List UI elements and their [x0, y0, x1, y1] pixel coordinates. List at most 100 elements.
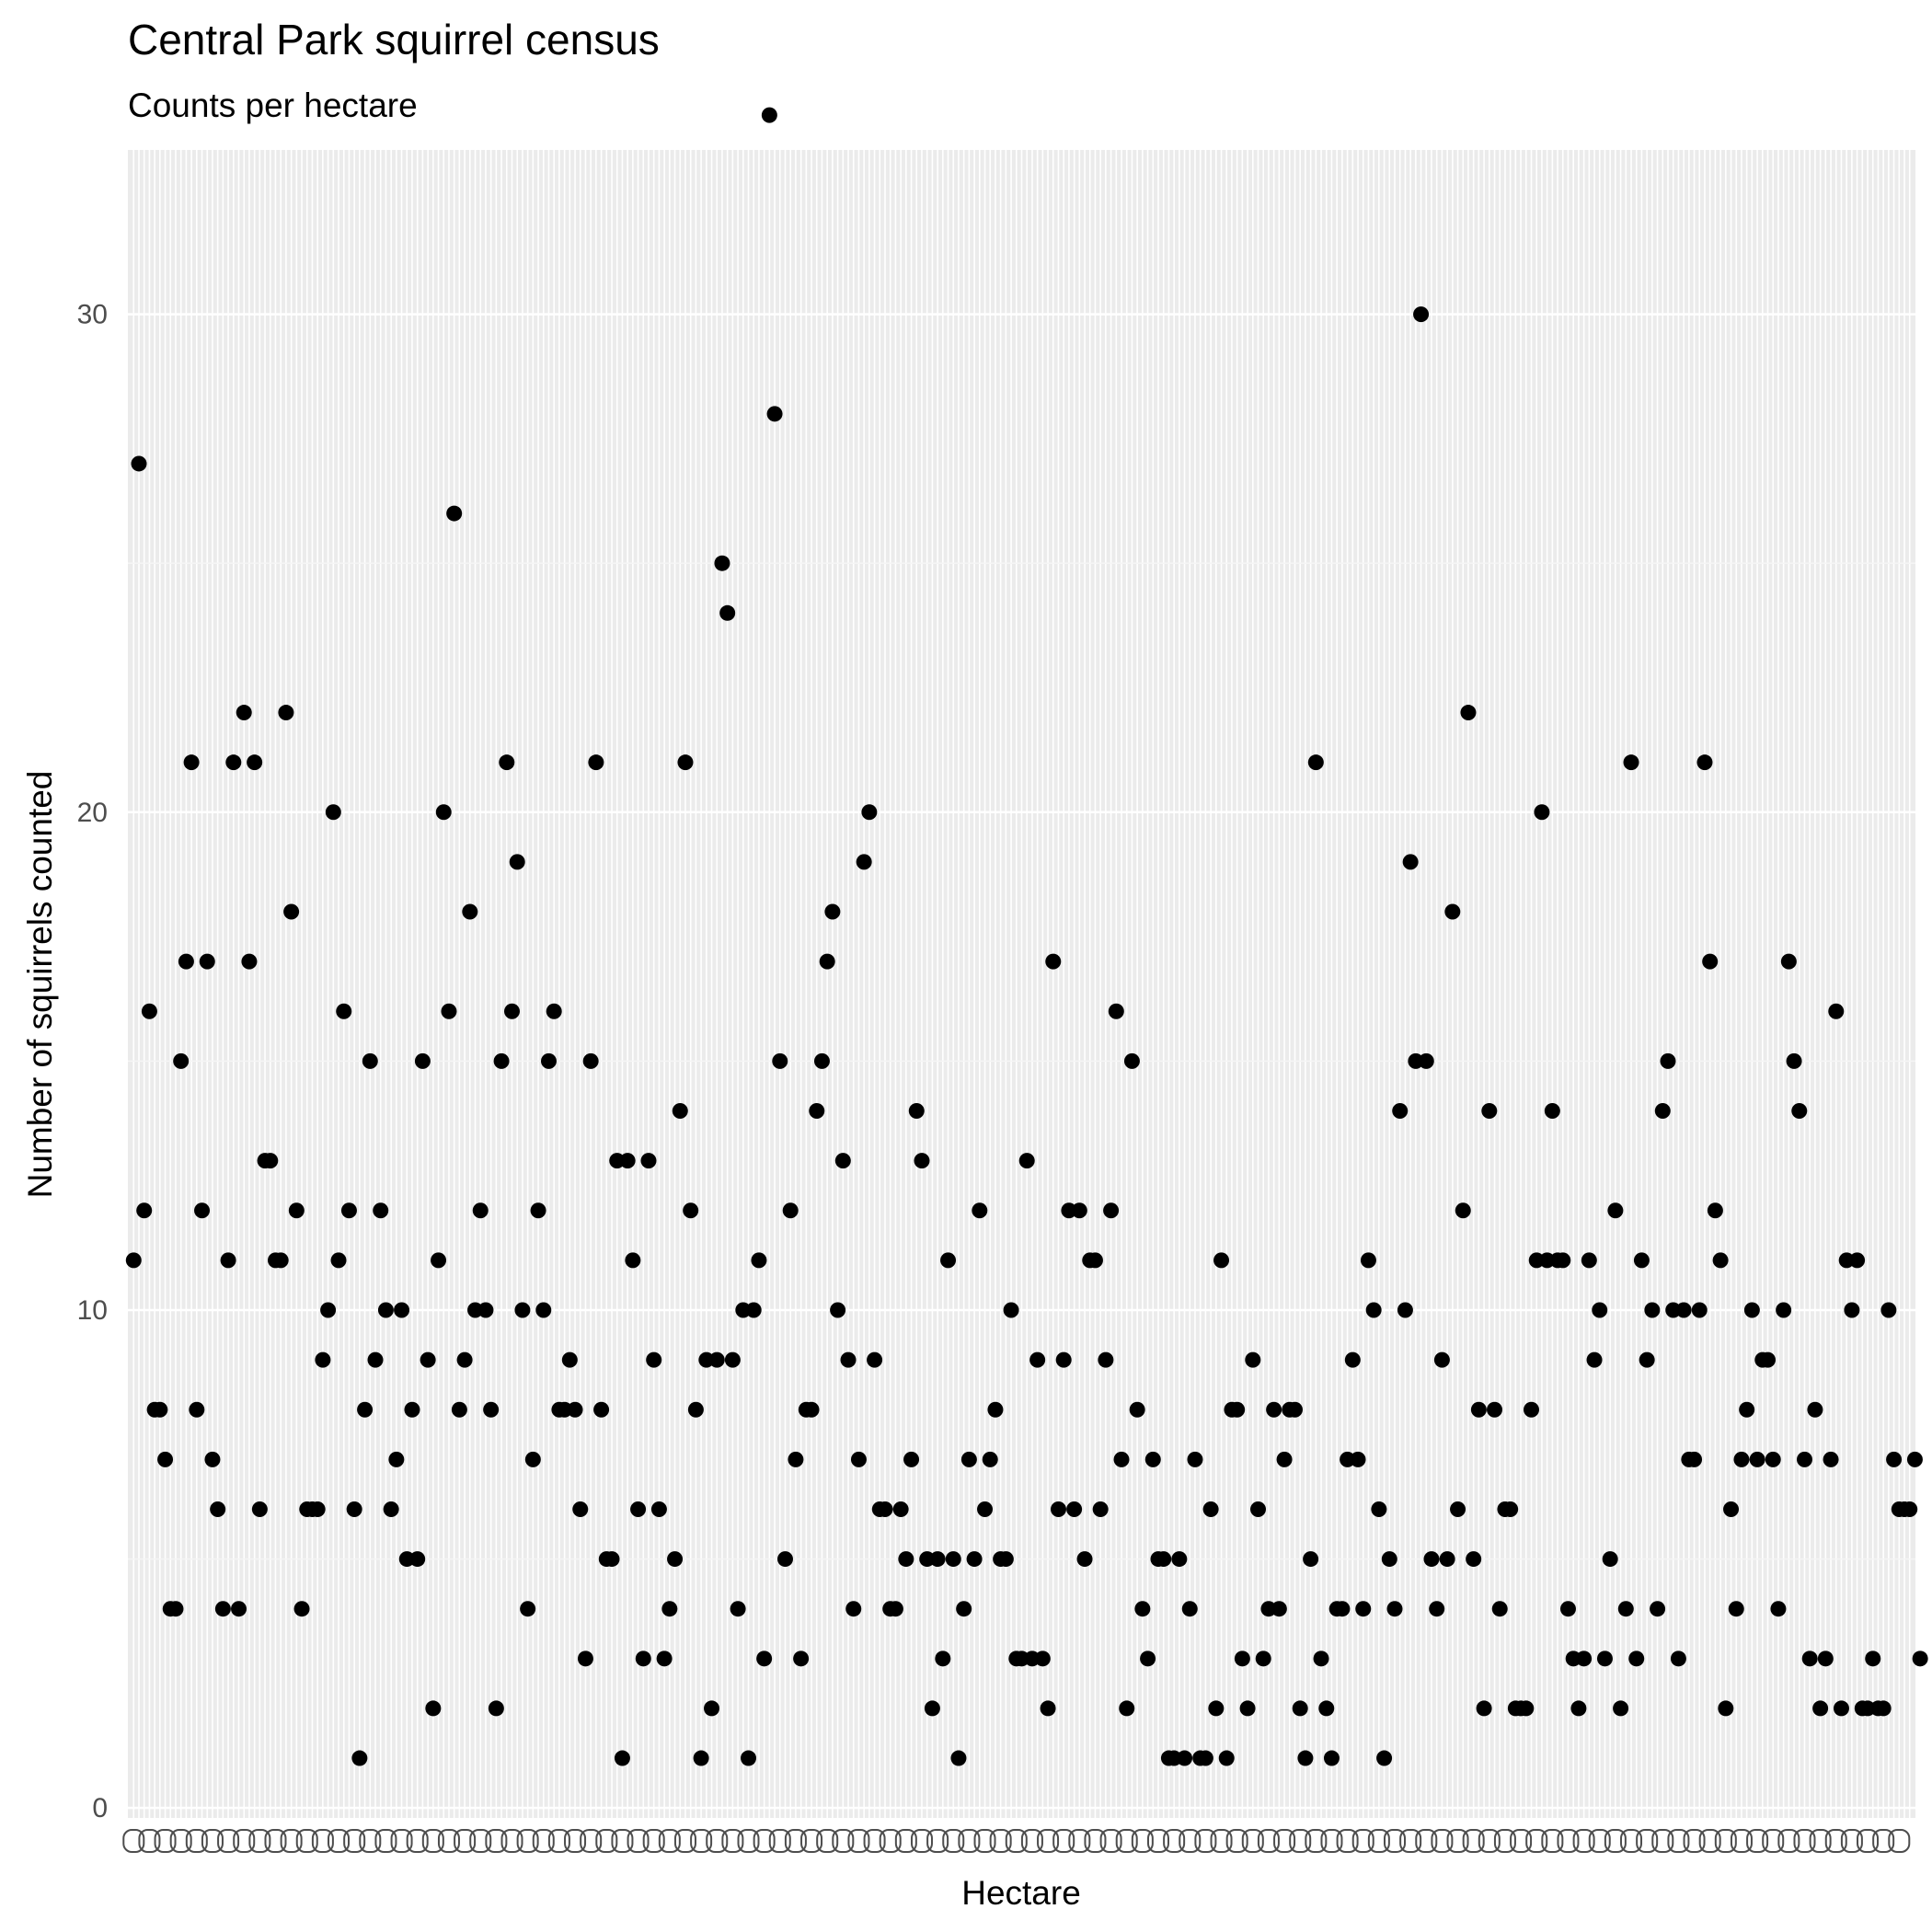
data-point	[714, 555, 730, 571]
data-point	[1276, 1451, 1293, 1467]
data-point	[451, 1401, 467, 1418]
data-point	[950, 1750, 967, 1766]
data-point	[1423, 1551, 1440, 1568]
data-point	[1376, 1750, 1393, 1766]
data-point	[409, 1551, 426, 1568]
y-tick-labels: 0 10 20 30	[77, 300, 108, 1824]
data-point	[1476, 1700, 1492, 1717]
data-point	[1518, 1700, 1535, 1717]
x-tick-label-mark	[138, 1829, 161, 1853]
data-point	[530, 1202, 546, 1219]
data-point	[945, 1551, 961, 1568]
data-point	[1018, 1153, 1035, 1169]
data-point	[1581, 1252, 1597, 1269]
data-point	[1702, 953, 1719, 970]
data-point	[1029, 1351, 1046, 1368]
data-point	[782, 1202, 799, 1219]
data-point	[477, 1302, 494, 1318]
data-point	[1675, 1302, 1692, 1318]
y-tick-label: 10	[77, 1295, 108, 1326]
x-tick-label-mark	[564, 1829, 587, 1853]
data-point	[394, 1302, 410, 1318]
x-tick-label-mark	[1225, 1829, 1248, 1853]
data-point	[1865, 1650, 1881, 1667]
x-tick-label-mark	[406, 1829, 429, 1853]
data-point	[1245, 1351, 1261, 1368]
data-point	[588, 754, 604, 771]
x-tick-label-mark	[847, 1829, 870, 1853]
data-point	[677, 754, 694, 771]
data-point	[404, 1401, 420, 1418]
x-gridlines	[132, 150, 1911, 1818]
data-point	[809, 1103, 825, 1120]
data-point	[903, 1451, 920, 1467]
data-point	[210, 1501, 226, 1517]
data-point	[593, 1401, 610, 1418]
x-tick-label-mark	[1557, 1829, 1580, 1853]
data-point	[1801, 1650, 1818, 1667]
data-point	[236, 705, 252, 721]
data-point	[1250, 1501, 1267, 1517]
data-point	[340, 1202, 357, 1219]
x-tick-label-mark	[1588, 1829, 1611, 1853]
x-tick-label-mark	[611, 1829, 634, 1853]
data-point	[1628, 1650, 1645, 1667]
data-point	[1823, 1451, 1839, 1467]
data-point	[503, 1003, 520, 1019]
data-point	[288, 1202, 305, 1219]
x-tick-label-mark	[673, 1829, 696, 1853]
data-point	[572, 1501, 589, 1517]
x-tick-label-mark	[753, 1829, 776, 1853]
data-point	[1433, 1351, 1450, 1368]
x-tick-label-mark	[248, 1829, 271, 1853]
data-point	[940, 1252, 957, 1269]
data-point	[987, 1401, 1004, 1418]
data-point	[661, 1601, 678, 1617]
data-point	[776, 1551, 793, 1568]
data-point	[977, 1501, 994, 1517]
data-point	[435, 804, 452, 821]
data-point	[1323, 1750, 1340, 1766]
x-tick-label-mark	[1872, 1829, 1895, 1853]
data-point	[1770, 1601, 1787, 1617]
data-point	[924, 1700, 940, 1717]
data-point	[1045, 953, 1062, 970]
data-point	[377, 1302, 394, 1318]
data-point	[1807, 1401, 1823, 1418]
y-tick-label: 30	[77, 300, 108, 330]
data-point	[877, 1501, 893, 1517]
data-point	[819, 953, 835, 970]
data-point	[315, 1351, 331, 1368]
data-point	[793, 1650, 810, 1667]
data-point	[1639, 1351, 1655, 1368]
x-tick-label-mark	[879, 1829, 902, 1853]
x-tick-label-mark	[1698, 1829, 1721, 1853]
data-point	[1906, 1451, 1923, 1467]
data-point	[388, 1451, 405, 1467]
x-tick-label-mark	[989, 1829, 1012, 1853]
data-point	[272, 1252, 289, 1269]
data-point	[514, 1302, 531, 1318]
x-tick-label-mark	[1667, 1829, 1690, 1853]
data-point	[577, 1650, 593, 1667]
x-tick-label-mark	[1289, 1829, 1312, 1853]
data-point	[167, 1601, 184, 1617]
data-point	[251, 1501, 268, 1517]
x-tick-label-mark	[1683, 1829, 1706, 1853]
data-point	[824, 903, 841, 920]
x-tick-label-mark	[784, 1829, 807, 1853]
data-point	[1098, 1351, 1114, 1368]
data-point	[136, 1202, 153, 1219]
data-point	[472, 1202, 489, 1219]
x-tick-label-mark	[1115, 1829, 1138, 1853]
data-point	[425, 1700, 442, 1717]
data-point	[1491, 1601, 1508, 1617]
x-tick-label-mark	[1131, 1829, 1154, 1853]
data-point	[1140, 1650, 1156, 1667]
data-point	[604, 1551, 620, 1568]
x-tick-label-mark	[627, 1829, 650, 1853]
x-tick-label-mark	[532, 1829, 555, 1853]
data-point	[1660, 1052, 1676, 1069]
data-point	[1208, 1700, 1225, 1717]
data-point	[1487, 1401, 1503, 1418]
